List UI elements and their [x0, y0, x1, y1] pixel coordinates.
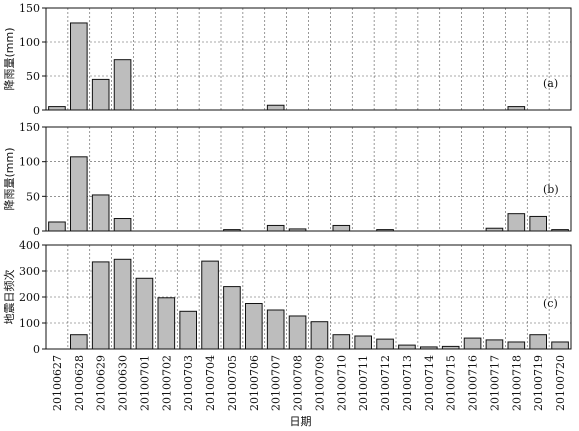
plot-frame	[45, 126, 572, 232]
x-tick-label: 20100709	[313, 355, 326, 411]
bar-20100718	[507, 213, 526, 232]
x-tick-label: 20100630	[117, 355, 130, 411]
y-tick-label: 200	[19, 291, 40, 304]
bar-20100707	[266, 224, 285, 232]
panel-label: (a)	[543, 77, 558, 90]
bar-20100718	[507, 106, 526, 111]
bar-20100705	[223, 286, 241, 350]
panel-label: (c)	[543, 297, 558, 310]
bar-20100627	[48, 106, 66, 111]
x-tick-label: 20100705	[226, 355, 239, 411]
bar-20100707	[266, 309, 285, 350]
y-tick-label: 50	[26, 70, 40, 83]
bar-20100704	[201, 260, 219, 350]
x-tick-label: 20100713	[401, 355, 414, 411]
bar-20100630	[113, 258, 132, 350]
bar-20100630	[113, 59, 132, 111]
bar-20100713	[398, 344, 416, 350]
x-tick-label: 20100715	[445, 355, 458, 411]
y-axis-label: 地震日频次	[2, 270, 16, 325]
x-tick-label: 20100703	[182, 355, 195, 411]
x-tick-label: 20100714	[423, 355, 436, 411]
y-tick-label: 50	[26, 190, 40, 203]
x-tick-label: 20100707	[270, 355, 283, 411]
x-tick-label: 20100719	[532, 355, 545, 411]
bar-20100702	[157, 297, 176, 350]
panel-3: 0 100 200 300 400 地震日频次 (c) 20100627 20100628 201…	[2, 239, 572, 428]
bar-20100711	[354, 335, 372, 350]
y-axis-label: 降雨量(mm)	[2, 147, 16, 210]
bar-20100703	[179, 310, 197, 350]
bar-20100718	[507, 341, 526, 350]
panel-label: (b)	[543, 183, 559, 196]
y-tick-label: 300	[19, 265, 40, 278]
x-tick-label: 20100716	[467, 355, 480, 411]
x-tick-label: 20100627	[51, 355, 64, 411]
y-tick-label: 100	[19, 317, 40, 330]
bar-20100706	[245, 303, 263, 350]
bar-20100712	[376, 338, 394, 350]
x-tick-label: 20100718	[510, 355, 523, 411]
x-tick-label: 20100706	[248, 355, 261, 411]
bar-20100628	[70, 334, 88, 350]
x-tick-label: 20100701	[138, 355, 151, 411]
bar-20100719	[529, 334, 547, 350]
y-tick-label: 100	[19, 156, 40, 169]
bar-20100707	[266, 104, 285, 111]
y-tick-label: 150	[19, 121, 40, 134]
bar-20100629	[91, 78, 110, 111]
x-tick-label: 20100708	[292, 355, 305, 411]
bar-20100627	[48, 221, 66, 232]
bar-20100630	[113, 218, 132, 232]
x-tick-label: 20100702	[160, 355, 173, 411]
bar-20100720	[551, 341, 569, 350]
y-tick-label: 0	[33, 225, 40, 238]
y-tick-label: 150	[19, 2, 40, 15]
x-tick-label: 20100710	[335, 355, 348, 411]
y-tick-label: 0	[33, 104, 40, 117]
bar-20100717	[485, 339, 504, 350]
x-axis-label: 日期	[290, 415, 312, 428]
bar-20100716	[463, 337, 482, 350]
bar-20100719	[529, 215, 547, 232]
bar-20100628	[70, 156, 88, 232]
y-tick-label: 400	[19, 239, 40, 252]
bar-20100710	[332, 224, 351, 232]
bar-20100709	[310, 321, 329, 350]
x-tick-label: 20100704	[204, 355, 217, 411]
x-tick-label: 20100717	[488, 355, 501, 411]
y-tick-label: 100	[19, 36, 40, 49]
y-axis-label: 降雨量(mm)	[2, 27, 16, 90]
y-tick-label: 0	[33, 343, 40, 356]
x-tick-label: 20100720	[554, 355, 567, 411]
bar-20100628	[70, 22, 88, 111]
bar-20100629	[91, 194, 110, 232]
x-tick-label: 20100629	[95, 355, 108, 411]
bar-20100708	[288, 315, 307, 350]
x-tick-label: 20100628	[73, 355, 86, 411]
bar-20100710	[332, 334, 351, 350]
x-tick-label: 20100712	[379, 355, 392, 411]
x-tick-label: 20100711	[357, 355, 370, 411]
plot-frame	[45, 7, 572, 111]
bar-20100629	[91, 261, 110, 350]
bar-20100701	[135, 277, 154, 350]
